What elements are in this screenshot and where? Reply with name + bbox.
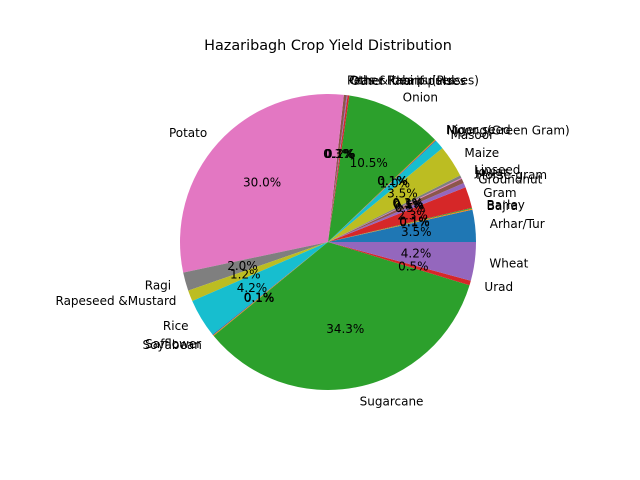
percent-label-rapeseed-mustard: 1.2% <box>230 267 261 281</box>
slice-labels: Arhar/Tur BajraBarleyGramGroundnutHorse-g… <box>56 73 570 408</box>
slice-rice <box>192 242 328 335</box>
percent-label-wheat: 4.2% <box>401 247 432 261</box>
slice-label-barley: Barley <box>487 198 525 212</box>
slice-groundnut <box>328 182 466 242</box>
slice-label-safflower: Safflower <box>145 337 201 351</box>
percent-label-barley: 0.1% <box>399 215 430 229</box>
slice-label-linseed: Linseed <box>474 163 520 177</box>
slice-soyabean <box>213 242 328 336</box>
slice-label-peas-beans-pulses: Peas & beans (Pulses) <box>347 73 479 87</box>
percent-label-safflower: 0.1% <box>244 291 275 305</box>
percent-label-soyabean: 0.1% <box>244 291 275 305</box>
percent-label-maize: 3.5% <box>387 187 418 201</box>
slice-safflower <box>212 242 328 336</box>
slice-gram <box>328 187 472 242</box>
slice-label-masoor: Masoor <box>450 128 494 142</box>
slice-label-rapeseed-mustard: Rapeseed &Mustard <box>56 294 177 308</box>
slice-wheat <box>328 242 476 281</box>
percent-label-bajra: 0.1% <box>399 215 430 229</box>
slice-label-horse-gram: Horse-gram <box>476 168 547 182</box>
percent-label-moong-green-gram: 0.1% <box>377 174 408 188</box>
slice-horse-gram <box>328 178 464 242</box>
slice-linseed <box>328 175 462 242</box>
chart-title: Hazaribagh Crop Yield Distribution <box>204 38 452 54</box>
slice-moong-green-gram <box>328 140 437 242</box>
percent-label-sugarcane: 34.3% <box>326 322 364 336</box>
percent-label-onion: 10.5% <box>350 156 388 170</box>
slice-label-potato: Potato <box>169 126 207 140</box>
slice-label-moong-green-gram: Moong(Green Gram) <box>447 124 570 138</box>
slice-sugarcane <box>213 242 470 390</box>
percent-label-other-rabi-pulses: 0.1% <box>324 147 355 161</box>
slice-label-other-rabi-pulses: Other Rabi pulses <box>349 74 456 88</box>
slice-label-urad: Urad <box>484 280 513 294</box>
pie-slices <box>179 94 476 390</box>
percent-label-potato: 30.0% <box>243 175 281 189</box>
percent-label-niger-seed: 0.1% <box>377 174 408 188</box>
slice-masoor <box>328 141 443 242</box>
slice-bajra <box>328 208 473 242</box>
percent-label-other-kharif-pulses: 0.2% <box>325 147 356 161</box>
percent-label-rice: 4.2% <box>237 281 268 295</box>
percent-label-peas-beans-pulses: 0.3% <box>323 147 354 161</box>
percent-labels: 3.5%0.1%0.1%2.3%0.5%0.5%0.1%0.3%3.5%1.0%… <box>227 147 431 336</box>
percent-label-ragi: 2.0% <box>227 259 258 273</box>
slice-rapeseed-mustard <box>188 242 328 302</box>
percent-label-urad: 0.5% <box>398 260 429 274</box>
percent-label-arhar-tur: 3.5% <box>401 225 432 239</box>
percent-label-groundnut: 0.5% <box>395 201 426 215</box>
slice-label-bajra: Bajra <box>487 199 518 213</box>
percent-label-gram: 2.3% <box>397 208 428 222</box>
slice-label-other-kharif-pulses: Other Kharif pulses <box>351 74 466 88</box>
percent-label-linseed: 0.3% <box>392 196 423 210</box>
slice-label-groundnut: Groundnut <box>478 172 542 186</box>
slice-label-gram: Gram <box>483 186 516 200</box>
slice-other-rabi-pulses <box>328 95 348 242</box>
percent-label-jowar: 0.1% <box>393 197 424 211</box>
slice-label-ragi: Ragi <box>145 279 171 293</box>
slice-other-kharif-pulses <box>328 95 350 242</box>
slice-label-soyabean: Soyabean <box>142 338 201 352</box>
percent-label-masoor: 1.0% <box>380 177 411 191</box>
slice-peas-beans-pulses <box>328 94 347 242</box>
slice-label-onion: Onion <box>403 90 438 104</box>
slice-label-maize: Maize <box>464 146 499 160</box>
slice-label-arhar-tur: Arhar/Tur <box>490 217 545 231</box>
slice-jowar <box>328 177 462 242</box>
slice-ragi <box>183 242 328 291</box>
slice-onion <box>328 95 435 242</box>
slice-label-rice: Rice <box>163 319 189 333</box>
slice-label-jowar: Jowar <box>474 165 508 179</box>
percent-label-horse-gram: 0.5% <box>394 198 425 212</box>
slice-label-sugarcane: Sugarcane <box>360 395 424 409</box>
slice-label-niger-seed: Niger seed <box>446 123 511 137</box>
slice-arhar-tur <box>328 209 476 242</box>
slice-potato <box>179 94 344 273</box>
slice-label-wheat: Wheat <box>489 257 528 271</box>
slice-barley <box>328 207 473 242</box>
slice-niger-seed <box>328 139 436 242</box>
slice-maize <box>328 148 461 242</box>
slice-urad <box>328 242 471 286</box>
